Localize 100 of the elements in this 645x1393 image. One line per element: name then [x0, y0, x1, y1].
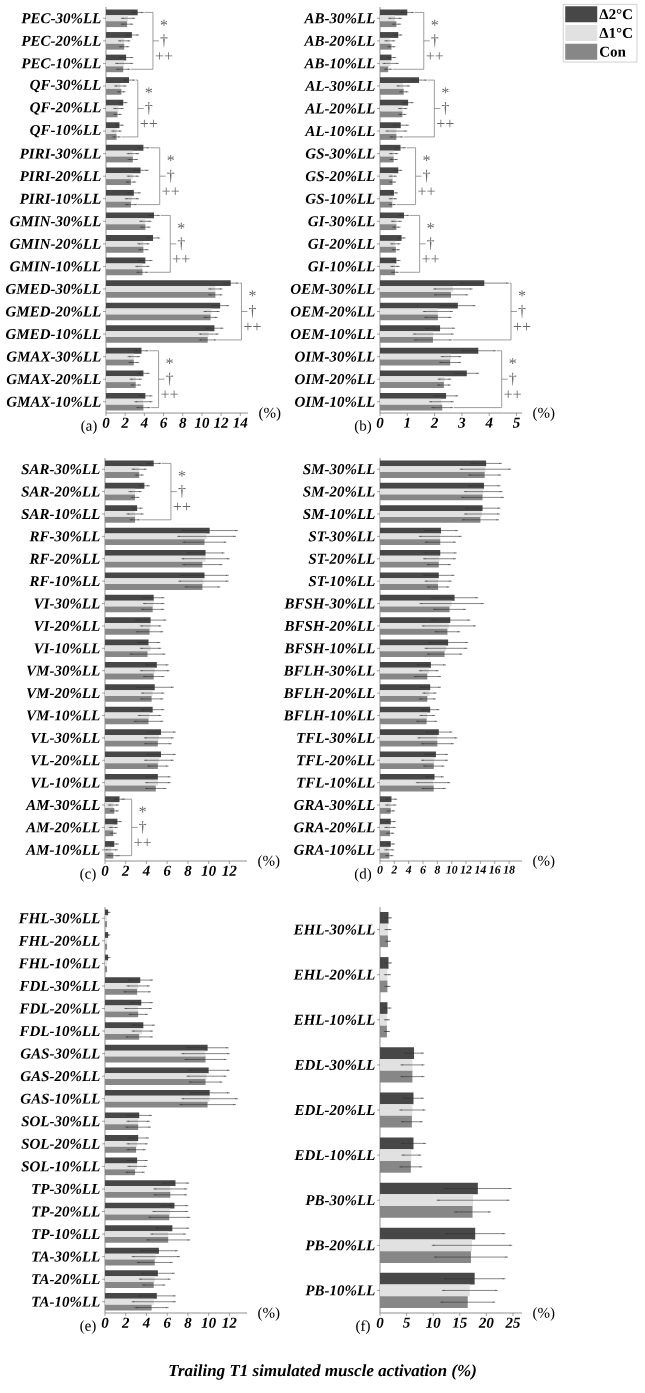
annotation: ++ — [504, 390, 521, 398]
y-tick-label: ST-30%LL — [308, 531, 375, 542]
x-tick-label: 18 — [503, 865, 515, 874]
y-tick-label: SAR-10%LL — [21, 508, 100, 520]
annotation: † — [166, 372, 174, 386]
x-tick-label: 4 — [140, 417, 148, 428]
y-tick-label: GS-10%LL — [305, 193, 375, 204]
x-tick-label: 8 — [184, 1317, 192, 1328]
y-tick-label: BFSH-20%LL — [284, 620, 375, 632]
y-tick-label: TFL-30%LL — [297, 732, 375, 743]
y-tick-label: FDL-30%LL — [19, 980, 100, 992]
x-tick-label: 0 — [101, 865, 109, 876]
y-tick-label: BFLH-10%LL — [283, 710, 375, 721]
y-tick-label: OEM-30%LL — [290, 283, 375, 295]
x-tick-label: 15 — [452, 1317, 467, 1328]
y-tick-label: OIM-20%LL — [295, 374, 375, 385]
y-tick-label: RF-20%LL — [29, 553, 100, 564]
y-tick-label: EDL-30%LL — [294, 1059, 375, 1070]
text: Trailing T1 simulated muscle activation (%) — [169, 1364, 476, 1380]
x-tick-label: 10 — [201, 1317, 216, 1328]
x-tick-label: 4 — [142, 1317, 150, 1328]
annotation: † — [509, 372, 517, 386]
x-tick-label: 6 — [420, 865, 426, 874]
annotation: * — [431, 19, 438, 26]
annotation: ++ — [437, 119, 454, 128]
text: (d) — [354, 868, 372, 882]
y-tick-label: FHL-30%LL — [18, 913, 100, 924]
x-tick-label: 2 — [121, 417, 129, 428]
annotation: † — [177, 237, 185, 251]
x-tick-label: 8 — [434, 865, 441, 874]
y-tick-label: GAS-30%LL — [20, 1048, 100, 1059]
y-tick-label: AM-30%LL — [25, 799, 100, 811]
y-tick-label: SOL-10%LL — [21, 1161, 100, 1172]
y-tick-label: EDL-20%LL — [294, 1104, 375, 1116]
y-tick-label: GMAX-10%LL — [6, 396, 101, 407]
y-tick-label: TP-20%LL — [32, 1206, 100, 1217]
annotation: ++ — [161, 390, 178, 398]
y-tick-label: BFSH-10%LL — [284, 643, 375, 654]
annotation: * — [145, 87, 153, 94]
y-tick-label: VL-20%LL — [31, 755, 100, 766]
x-tick-label: 4 — [405, 865, 412, 874]
annotation: * — [178, 222, 185, 229]
annotation: † — [145, 102, 153, 116]
y-tick-label: PEC-20%LL — [21, 35, 101, 46]
x-tick-label: 2 — [430, 417, 439, 428]
x-axis-title: (%) — [533, 407, 555, 421]
x-tick-label: 12 — [222, 865, 237, 876]
annotation: ++ — [155, 52, 173, 60]
x-tick-label: 2 — [391, 865, 398, 874]
y-tick-label: TA-10%LL — [32, 1296, 100, 1307]
y-tick-label: GMIN-10%LL — [10, 261, 101, 272]
annotation: ++ — [134, 838, 151, 847]
y-tick-label: PIRI-20%LL — [19, 171, 101, 182]
y-tick-label: VI-30%LL — [34, 598, 100, 609]
y-tick-label: PB-20%LL — [305, 1240, 375, 1251]
y-tick-label: GI-20%LL — [308, 238, 375, 249]
y-tick-label: EHL-30%LL — [293, 924, 375, 935]
y-tick-label: BFLH-30%LL — [283, 665, 375, 676]
y-tick-label: BFSH-30%LL — [284, 598, 375, 609]
text: (a) — [81, 420, 97, 434]
x-axis-title: (%) — [533, 855, 555, 869]
x-tick-label: 16 — [489, 865, 501, 874]
y-tick-label: GMAX-20%LL — [6, 374, 101, 385]
annotation: † — [160, 34, 168, 48]
annotation: ++ — [418, 187, 435, 195]
y-tick-label: OEM-20%LL — [290, 306, 375, 317]
x-tick-label: 0 — [102, 417, 110, 428]
x-tick-label: 6 — [163, 865, 171, 876]
y-tick-label: EHL-20%LL — [293, 969, 375, 980]
text: (b) — [354, 420, 372, 434]
y-tick-label: EDL-10%LL — [294, 1150, 375, 1161]
annotation: † — [423, 169, 431, 183]
y-tick-label: GAS-10%LL — [20, 1093, 100, 1104]
annotation: † — [178, 485, 186, 499]
annotation: ++ — [244, 322, 261, 331]
annotation: ++ — [513, 322, 531, 331]
text: † — [248, 305, 256, 319]
y-tick-label: FHL-10%LL — [18, 958, 100, 969]
text: (f) — [356, 1320, 370, 1334]
x-tick-label: 2 — [121, 865, 130, 876]
y-tick-label: OIM-10%LL — [295, 396, 375, 407]
annotation: † — [431, 34, 439, 48]
x-tick-label: 8 — [179, 417, 187, 428]
y-tick-label: TP-10%LL — [32, 1228, 100, 1240]
annotation: † — [518, 305, 526, 319]
y-tick-label: PB-30%LL — [305, 1195, 375, 1206]
x-tick-label: 6 — [163, 1317, 171, 1328]
y-tick-label: VM-30%LL — [27, 665, 100, 676]
text: (c) — [80, 868, 96, 882]
x-tick-label: 1 — [403, 417, 410, 428]
annotation: ++ — [422, 255, 439, 263]
annotation: * — [139, 806, 146, 813]
x-tick-label: 10 — [194, 417, 210, 428]
x-tick-label: 4 — [485, 417, 493, 428]
x-tick-label: 14 — [474, 865, 486, 874]
x-tick-label: 0 — [376, 1317, 384, 1328]
x-tick-label: 8 — [184, 865, 192, 876]
x-tick-label: 2 — [121, 1317, 130, 1328]
annotation: ++ — [162, 187, 179, 195]
y-tick-label: SM-20%LL — [303, 486, 375, 497]
